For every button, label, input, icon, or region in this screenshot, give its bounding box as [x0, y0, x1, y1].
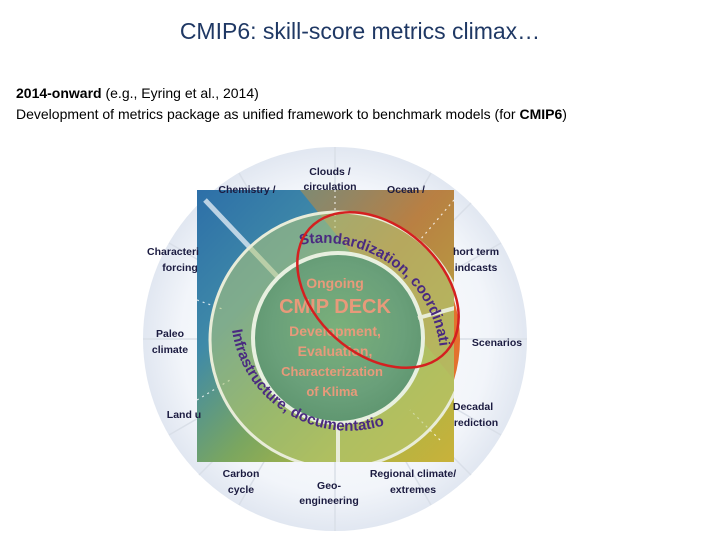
intro-line-2-rest: Development of metrics package as unifie…	[16, 106, 520, 122]
center-line-characterization: Characterization	[281, 364, 383, 379]
label-regional-climate: Regional climate/extremes	[370, 468, 456, 496]
label-geoengineering: Geo-engineering	[299, 480, 359, 507]
label-land-use: Land u	[167, 409, 201, 421]
label-chemistry: Chemistry /	[218, 184, 275, 196]
intro-line-2-bold: CMIP6	[519, 106, 563, 122]
label-ocean: Ocean /	[387, 184, 425, 196]
label-characterizing-forcing: Characteri forcing	[147, 246, 199, 274]
intro-line-2: Development of metrics package as unifie…	[16, 106, 567, 122]
center-line-ongoing: Ongoing	[306, 275, 364, 291]
center-line-klima: of Klima	[306, 384, 358, 399]
center-line-cmip-deck: CMIP DECK	[279, 296, 391, 318]
highlight-ellipse	[296, 210, 460, 370]
label-paleo-climate: Paleo climate	[152, 328, 188, 356]
label-scenarios: Scenarios	[472, 337, 522, 349]
center-line-evaluation: Evaluation,	[298, 343, 373, 359]
page-title: CMIP6: skill-score metrics climax…	[179, 18, 541, 44]
label-short-term-hindcasts: hort term indcasts	[453, 246, 499, 274]
label-decadal-prediction: Decadal rediction	[453, 401, 498, 429]
intro-line-2-end: )	[562, 106, 567, 122]
intro-line-1: 2014-onward (e.g., Eyring et al., 2014)	[16, 85, 259, 101]
label-carbon-cycle: Carbon cycle	[223, 468, 260, 496]
intro-line-1-bold: 2014-onward	[16, 85, 102, 101]
center-line-development: Development,	[289, 323, 381, 339]
center-text: Ongoing CMIP DECK Development, Evaluatio…	[279, 275, 391, 399]
label-clouds: Clouds / circulation	[303, 166, 356, 193]
intro-line-1-rest: (e.g., Eyring et al., 2014)	[101, 85, 259, 101]
